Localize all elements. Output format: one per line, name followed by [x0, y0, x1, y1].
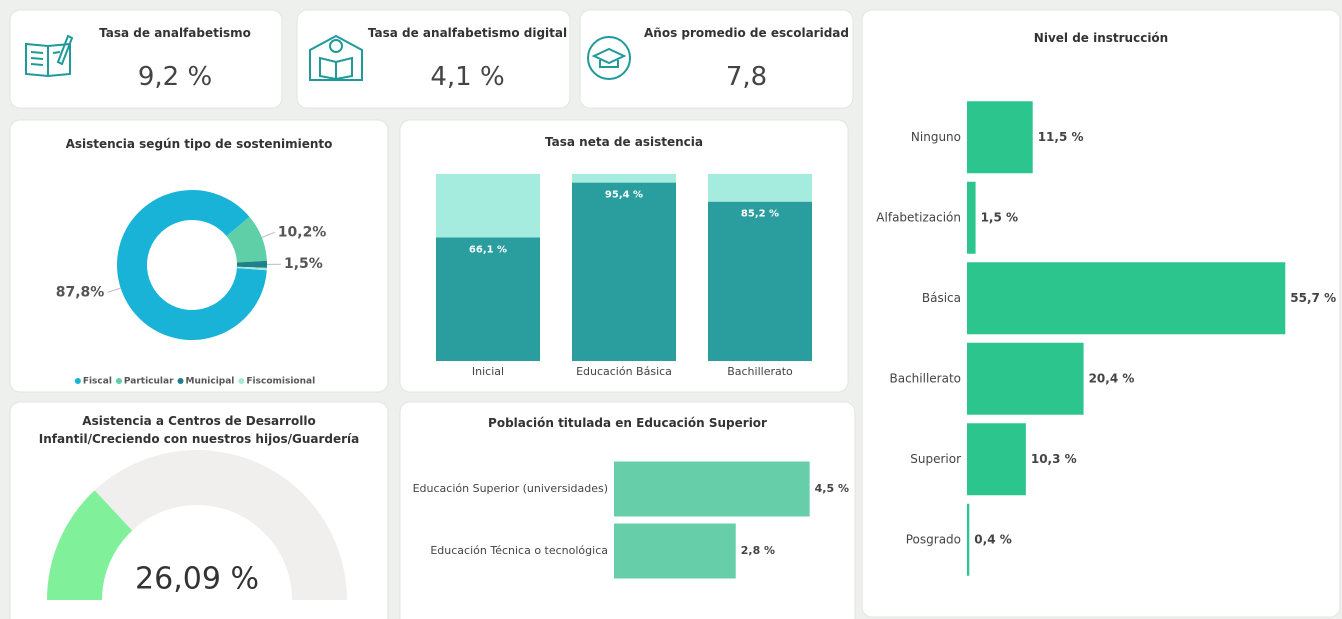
- data-label: 1,5%: [284, 256, 323, 272]
- donut-segment: [236, 260, 268, 268]
- x-tick-label: Inicial: [472, 365, 504, 378]
- donut-segment: [226, 216, 267, 263]
- bar: [967, 423, 1026, 496]
- bar: [614, 523, 736, 579]
- chart-title: Asistencia a Centros de Desarrollo Infan…: [38, 414, 360, 446]
- data-label: 0,4 %: [974, 532, 1011, 546]
- chart-title: Tasa neta de asistencia: [545, 135, 703, 149]
- legend-label: Particular: [124, 377, 174, 387]
- legend-label: Fiscal: [83, 377, 112, 387]
- legend-marker: [177, 378, 184, 384]
- icon-graduation: [587, 36, 631, 80]
- data-label: 87,8%: [56, 284, 105, 300]
- bar: [967, 503, 970, 576]
- icon-school: [309, 34, 363, 81]
- x-tick-label: Bachillerato: [727, 365, 793, 378]
- gauge-label: 26,09 %: [135, 562, 259, 597]
- leader-line: [107, 287, 121, 293]
- y-tick-label: Posgrado: [906, 532, 961, 546]
- data-label: 55,7 %: [1290, 291, 1336, 305]
- data-label: 95,4 %: [605, 190, 643, 201]
- gauge: 26,09 %: [47, 450, 347, 600]
- card-panel: [9, 9, 283, 109]
- card-panel: [579, 9, 854, 109]
- card-value: 4,1 %: [430, 62, 505, 92]
- y-tick-label: Ninguno: [911, 130, 961, 144]
- y-tick-label: Bachillerato: [889, 371, 961, 385]
- card-title: Tasa de analfabetismo: [99, 26, 251, 40]
- chart-title: Nivel de instrucción: [1033, 31, 1169, 45]
- legend-marker: [115, 378, 122, 384]
- chart-panel: [9, 119, 389, 393]
- donut-segment: [117, 189, 267, 340]
- card-title: Años promedio de escolaridad: [644, 26, 849, 40]
- y-tick-label: Educación Superior (universidades): [413, 482, 608, 495]
- y-tick-label: Superior: [910, 452, 961, 466]
- gauge-value: [47, 490, 133, 600]
- bar: [614, 461, 810, 517]
- icon-book: [25, 34, 74, 78]
- bar-segment: [708, 201, 812, 361]
- bar: [967, 181, 976, 254]
- bar-segment: [572, 174, 676, 183]
- card-value: 7,8: [725, 62, 768, 92]
- legend-marker: [238, 378, 245, 384]
- bar: [967, 342, 1084, 415]
- x-tick-label: Educación Básica: [576, 365, 672, 378]
- data-label: 2,8 %: [741, 544, 775, 557]
- leader-line: [261, 231, 275, 238]
- card-panel: [296, 9, 571, 109]
- data-label: 10,3 %: [1031, 452, 1077, 466]
- y-tick-label: Alfabetización: [876, 210, 961, 224]
- bar-segment: [436, 237, 540, 361]
- data-label: 20,4 %: [1089, 371, 1135, 385]
- y-tick-label: Básica: [922, 291, 961, 305]
- card-title: Tasa de analfabetismo digital: [367, 26, 568, 40]
- legend-marker: [74, 378, 81, 384]
- data-label: 1,5 %: [981, 210, 1018, 224]
- gauge-track: [47, 450, 347, 600]
- chart-title: Población titulada en Educación Superior: [488, 416, 767, 430]
- data-label: 66,1 %: [469, 244, 507, 255]
- legend-label: Municipal: [186, 377, 235, 387]
- bar-segment: [572, 182, 676, 361]
- bar: [967, 101, 1033, 174]
- data-label: 11,5 %: [1038, 130, 1084, 144]
- chart-title: Asistencia según tipo de sostenimiento: [65, 137, 333, 151]
- bar: [967, 262, 1286, 335]
- bar-segment: [708, 174, 812, 202]
- data-label: 4,5 %: [815, 482, 849, 495]
- y-tick-label: Educación Técnica o tecnológica: [430, 544, 608, 557]
- card-value: 9,2 %: [137, 62, 213, 92]
- data-label: 85,2 %: [741, 209, 779, 220]
- data-label: 10,2%: [278, 224, 327, 240]
- legend-label: Fiscomisional: [246, 377, 315, 387]
- bar-segment: [436, 174, 540, 238]
- donut-segment: [236, 266, 267, 271]
